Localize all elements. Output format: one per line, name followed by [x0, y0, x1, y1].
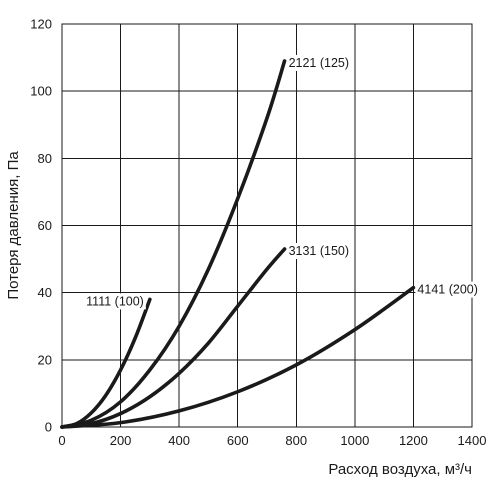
plot-frame [61, 23, 473, 428]
y-axis-label: Потеря давления, Па [5, 151, 22, 300]
y-tick-label: 120 [30, 17, 52, 32]
y-tick-labels: 0 20 40 60 80 100 120 [30, 17, 52, 435]
series-line-1111 [60, 297, 152, 429]
x-axis-label: Расход воздуха, м³/ч [328, 461, 472, 478]
y-tick-label: 60 [38, 218, 52, 233]
series-label-background [84, 293, 146, 310]
x-tick-label: 200 [110, 433, 132, 448]
x-tick-label: 1400 [458, 433, 487, 448]
y-tick-label: 20 [38, 352, 52, 367]
x-tick-label: 0 [58, 433, 65, 448]
series-label-1111: 1111 (100) [86, 294, 144, 308]
series-line-2121 [60, 59, 287, 429]
y-tick-label: 100 [30, 84, 52, 99]
x-tick-labels: 0 200 400 600 800 1000 1200 1400 [58, 433, 486, 448]
series-line-4141 [60, 285, 416, 429]
series-label-4141: 4141 (200) [417, 283, 477, 297]
series-labels: 1111 (100) 2121 (125) 3131 (150) 4141 (200) [84, 54, 480, 310]
series-label-background [286, 54, 352, 71]
x-tick-label: 800 [285, 433, 307, 448]
x-tick-label: 1000 [340, 433, 369, 448]
series-line-3131 [60, 247, 287, 429]
x-tick-label: 1200 [399, 433, 428, 448]
y-tick-label: 40 [38, 285, 52, 300]
series-label-2121: 2121 (125) [289, 56, 349, 70]
series-label-background [286, 243, 352, 260]
x-tick-label: 600 [227, 433, 249, 448]
y-tick-label: 0 [45, 420, 52, 435]
x-tick-label: 400 [168, 433, 190, 448]
grid [61, 23, 473, 428]
series-label-3131: 3131 (150) [289, 244, 349, 258]
y-tick-label: 80 [38, 151, 52, 166]
series-lines [60, 59, 416, 429]
series-label-background [415, 281, 480, 298]
